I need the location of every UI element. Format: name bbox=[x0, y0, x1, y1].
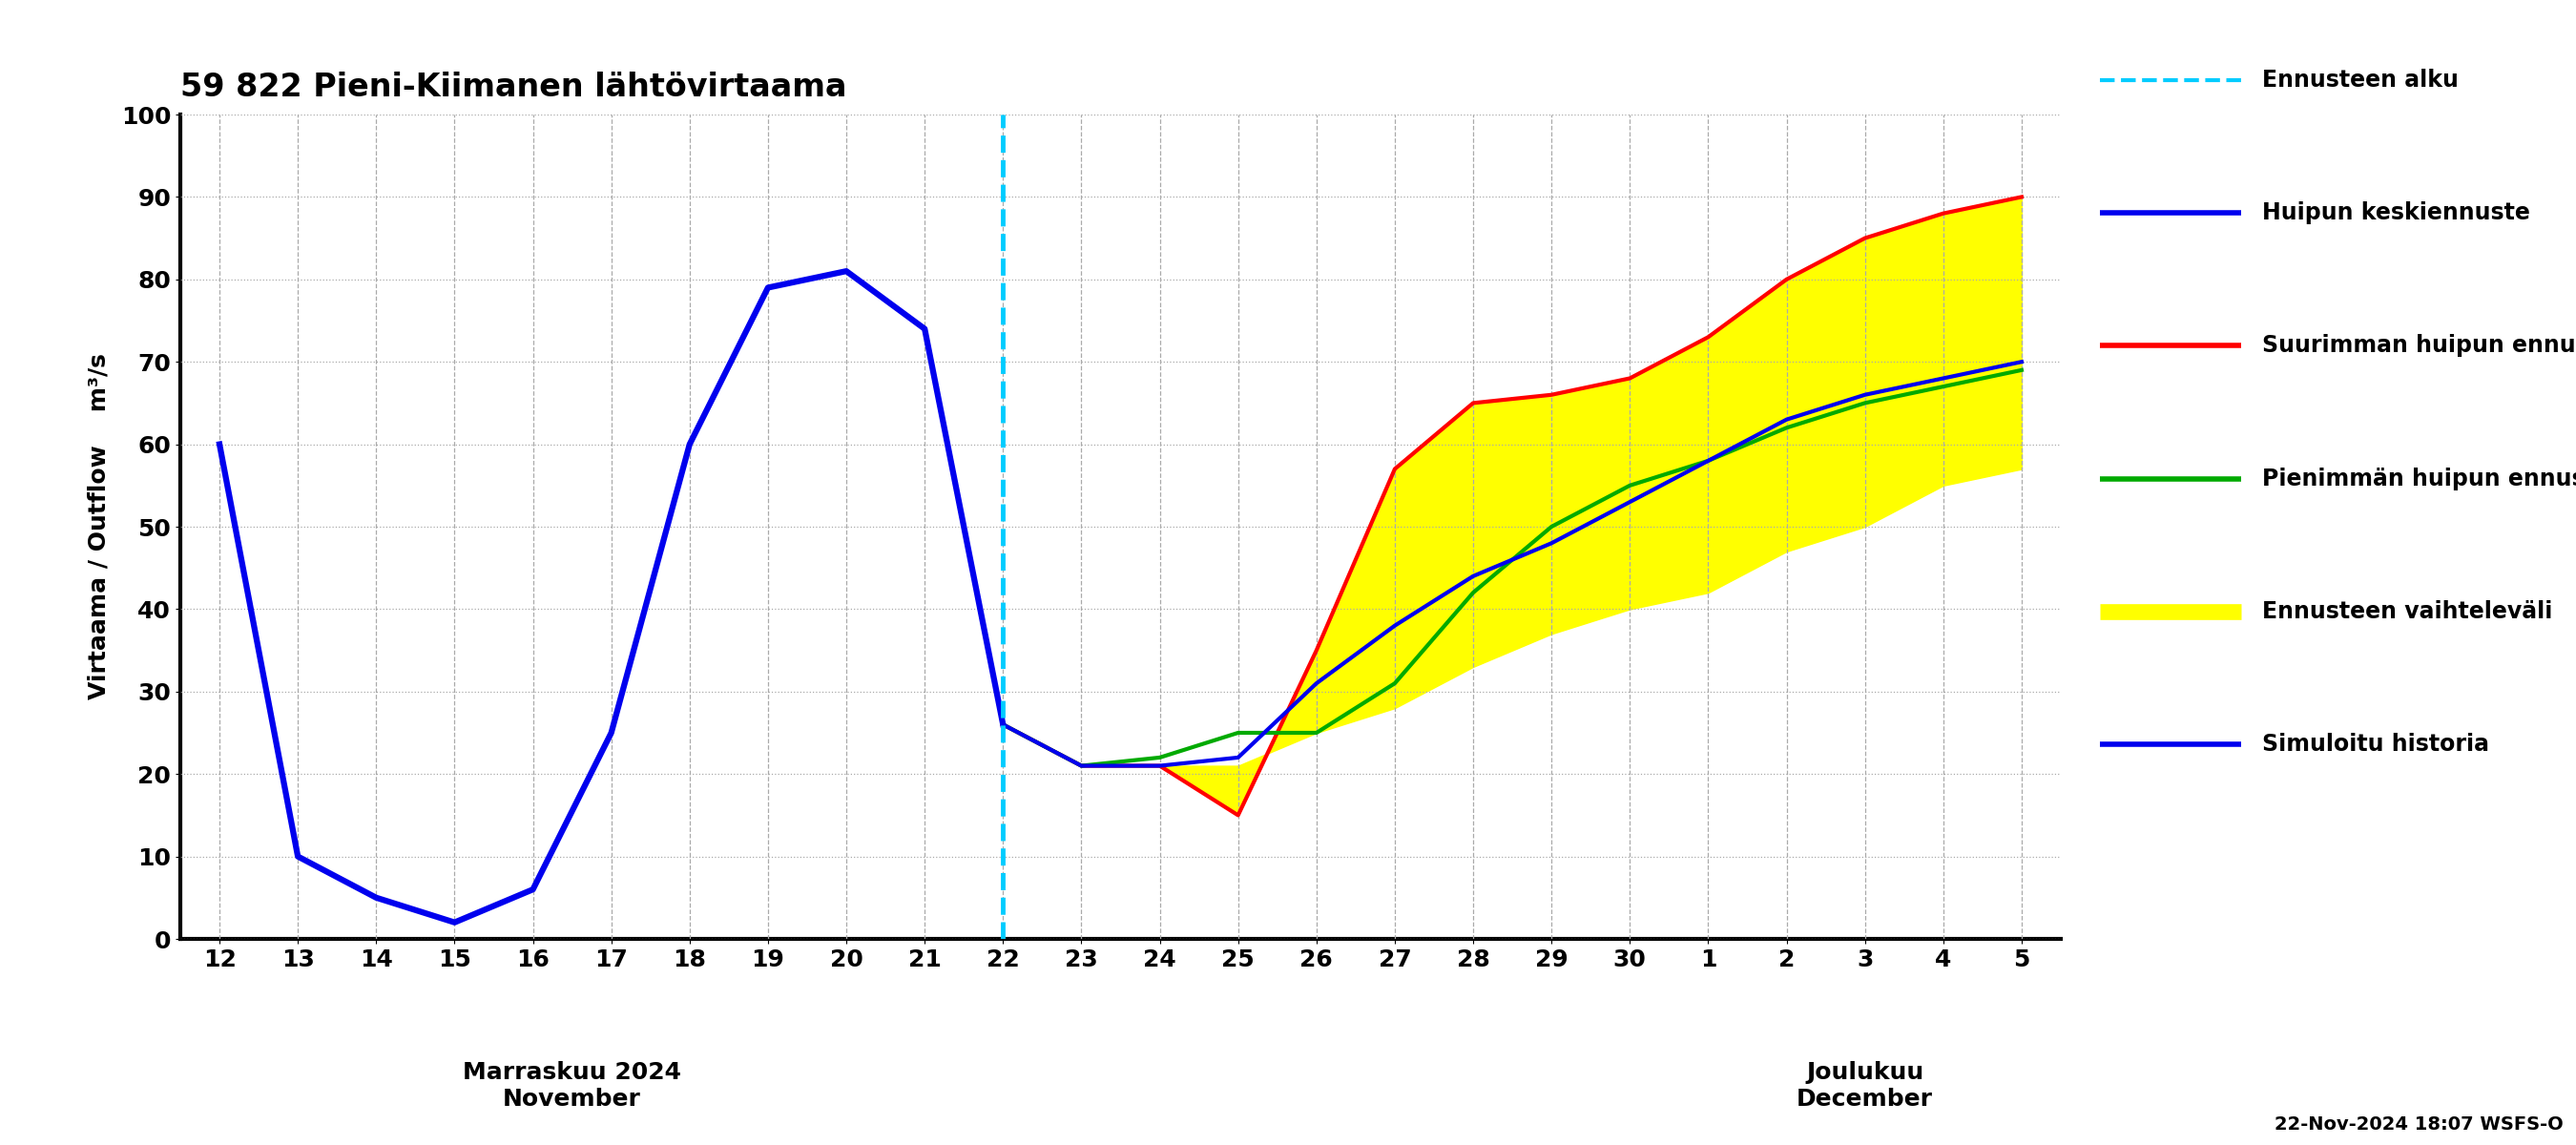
Text: Pienimmän huipun ennuste: Pienimmän huipun ennuste bbox=[2262, 467, 2576, 490]
Text: 22-Nov-2024 18:07 WSFS-O: 22-Nov-2024 18:07 WSFS-O bbox=[2275, 1115, 2563, 1134]
Text: Huipun keskiennuste: Huipun keskiennuste bbox=[2262, 202, 2530, 224]
Text: Marraskuu 2024
November: Marraskuu 2024 November bbox=[464, 1061, 680, 1111]
Text: Suurimman huipun ennuste: Suurimman huipun ennuste bbox=[2262, 334, 2576, 357]
Y-axis label: Virtaama / Outflow    m³/s: Virtaama / Outflow m³/s bbox=[88, 354, 111, 700]
Text: Joulukuu
December: Joulukuu December bbox=[1795, 1061, 1932, 1111]
Text: Ennusteen vaihteleväli: Ennusteen vaihteleväli bbox=[2262, 600, 2553, 623]
Text: 59 822 Pieni-Kiimanen lähtövirtaama: 59 822 Pieni-Kiimanen lähtövirtaama bbox=[180, 71, 848, 103]
Text: Ennusteen alku: Ennusteen alku bbox=[2262, 69, 2458, 92]
Text: Simuloitu historia: Simuloitu historia bbox=[2262, 733, 2488, 756]
